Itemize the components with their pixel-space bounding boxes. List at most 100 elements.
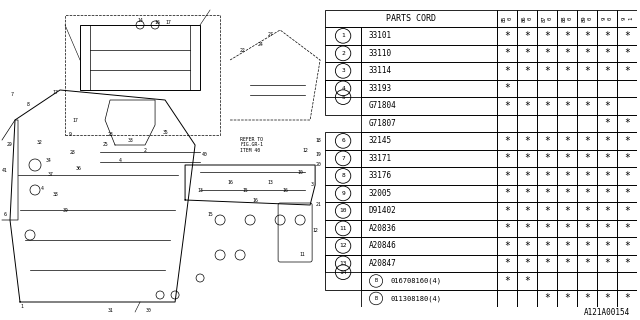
Bar bbox=[557, 237, 577, 255]
Text: *: * bbox=[504, 136, 510, 146]
Text: 22: 22 bbox=[239, 47, 245, 52]
Text: G71807: G71807 bbox=[369, 119, 397, 128]
Text: *: * bbox=[564, 293, 570, 303]
Bar bbox=[497, 62, 517, 80]
Bar bbox=[497, 220, 517, 237]
Bar bbox=[618, 255, 637, 272]
Text: A20847: A20847 bbox=[369, 259, 397, 268]
Text: 38: 38 bbox=[52, 193, 58, 197]
Text: *: * bbox=[544, 259, 550, 268]
Text: 32145: 32145 bbox=[369, 136, 392, 145]
Text: 15: 15 bbox=[242, 188, 248, 193]
Bar bbox=[618, 237, 637, 255]
Text: *: * bbox=[604, 293, 611, 303]
Text: G71804: G71804 bbox=[369, 101, 397, 110]
Text: *: * bbox=[504, 31, 510, 41]
Bar bbox=[517, 272, 537, 290]
Bar bbox=[577, 27, 597, 44]
Text: 12: 12 bbox=[339, 244, 347, 248]
Bar bbox=[618, 290, 637, 307]
Bar bbox=[361, 237, 497, 255]
Text: *: * bbox=[504, 276, 510, 286]
Bar bbox=[537, 97, 557, 115]
Bar bbox=[537, 27, 557, 44]
Bar bbox=[597, 255, 618, 272]
Text: *: * bbox=[504, 206, 510, 216]
Text: 9
1: 9 1 bbox=[622, 17, 633, 20]
Bar bbox=[577, 220, 597, 237]
Bar bbox=[577, 167, 597, 185]
Bar bbox=[325, 80, 361, 97]
Bar bbox=[557, 167, 577, 185]
Text: 88
0: 88 0 bbox=[562, 15, 573, 22]
Text: 33193: 33193 bbox=[369, 84, 392, 93]
Text: A20846: A20846 bbox=[369, 241, 397, 251]
Bar bbox=[597, 27, 618, 44]
Bar bbox=[361, 255, 497, 272]
Bar bbox=[325, 202, 361, 220]
Text: *: * bbox=[504, 241, 510, 251]
Bar bbox=[517, 10, 537, 27]
Text: *: * bbox=[504, 223, 510, 233]
Bar bbox=[577, 115, 597, 132]
Bar bbox=[517, 115, 537, 132]
Text: 11: 11 bbox=[339, 226, 347, 231]
Text: *: * bbox=[584, 206, 590, 216]
Bar bbox=[497, 132, 517, 150]
Bar bbox=[557, 202, 577, 220]
Text: *: * bbox=[625, 66, 630, 76]
Bar bbox=[577, 237, 597, 255]
Text: 28: 28 bbox=[69, 149, 75, 155]
Bar bbox=[537, 62, 557, 80]
Bar bbox=[497, 202, 517, 220]
Text: *: * bbox=[544, 206, 550, 216]
Text: 5: 5 bbox=[341, 95, 345, 100]
Bar bbox=[557, 44, 577, 62]
Bar bbox=[618, 44, 637, 62]
Text: 016708160(4): 016708160(4) bbox=[390, 278, 442, 284]
Bar bbox=[577, 272, 597, 290]
Bar bbox=[618, 272, 637, 290]
Text: 16: 16 bbox=[227, 180, 233, 185]
Bar bbox=[497, 80, 517, 97]
Bar bbox=[80, 25, 200, 90]
Text: *: * bbox=[524, 31, 530, 41]
Text: 40: 40 bbox=[202, 153, 208, 157]
Text: *: * bbox=[544, 153, 550, 164]
Bar bbox=[577, 62, 597, 80]
Bar bbox=[597, 202, 618, 220]
Text: *: * bbox=[604, 206, 611, 216]
Bar bbox=[325, 185, 361, 202]
Bar bbox=[325, 220, 361, 237]
Bar bbox=[577, 97, 597, 115]
Text: *: * bbox=[544, 136, 550, 146]
Bar bbox=[517, 237, 537, 255]
Bar bbox=[618, 27, 637, 44]
Text: 3: 3 bbox=[310, 182, 314, 188]
Text: B: B bbox=[374, 278, 378, 284]
Text: 11: 11 bbox=[300, 252, 305, 258]
Text: *: * bbox=[524, 171, 530, 181]
Bar bbox=[577, 132, 597, 150]
Text: *: * bbox=[604, 153, 611, 164]
Text: 37: 37 bbox=[47, 172, 53, 178]
Text: *: * bbox=[584, 223, 590, 233]
Text: *: * bbox=[625, 188, 630, 198]
Bar bbox=[537, 150, 557, 167]
Bar bbox=[557, 10, 577, 27]
Bar bbox=[517, 220, 537, 237]
Bar bbox=[361, 62, 497, 80]
Text: *: * bbox=[544, 241, 550, 251]
Text: *: * bbox=[564, 101, 570, 111]
Text: *: * bbox=[584, 31, 590, 41]
Text: *: * bbox=[524, 136, 530, 146]
Bar bbox=[537, 80, 557, 97]
Bar bbox=[618, 62, 637, 80]
Text: A20836: A20836 bbox=[369, 224, 397, 233]
Bar bbox=[517, 80, 537, 97]
Text: 13: 13 bbox=[268, 180, 273, 185]
Text: *: * bbox=[504, 48, 510, 58]
Text: 4: 4 bbox=[40, 186, 44, 190]
Text: 36: 36 bbox=[75, 165, 81, 171]
Bar bbox=[597, 290, 618, 307]
